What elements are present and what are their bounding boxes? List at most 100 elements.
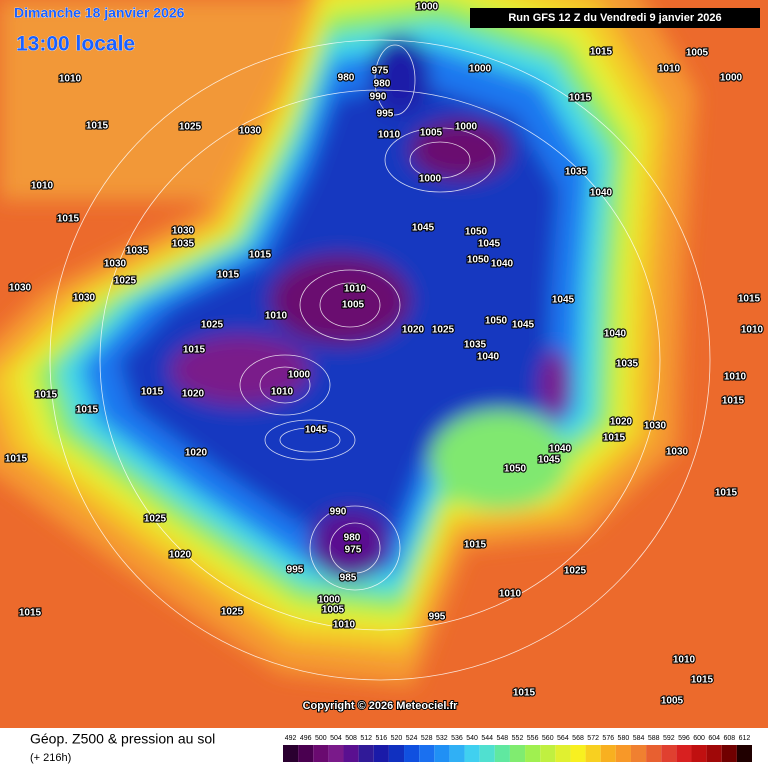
isobar-label: 1015	[19, 608, 42, 619]
scale-label: 584	[633, 735, 645, 742]
color-scale: 492 496 500 504 508 512 516 520 524 528 532 536 540 5…	[283, 735, 752, 762]
scale-swatch	[494, 745, 510, 762]
scale-swatch	[434, 745, 450, 762]
isobar-label: 1010	[378, 130, 401, 141]
scale-swatch	[736, 745, 752, 762]
isobar-label: 1035	[616, 359, 639, 370]
isobar-label: 995	[377, 109, 394, 120]
scale-swatch	[328, 745, 344, 762]
scale-label: 576	[602, 735, 614, 742]
isobar-label: 980	[338, 73, 355, 84]
isobar-label: 1010	[673, 655, 696, 666]
scale-swatch	[661, 745, 677, 762]
map-area: 1000101510101005100098097598099099510001…	[0, 0, 768, 728]
scale-swatch	[615, 745, 631, 762]
isobar-label: 1030	[9, 283, 32, 294]
isobar-label: 1030	[666, 447, 689, 458]
isobar-label: 1020	[610, 417, 633, 428]
scale-swatch	[313, 745, 329, 762]
scale-swatch	[358, 745, 374, 762]
scale-swatch	[600, 745, 616, 762]
run-box	[470, 8, 760, 28]
scale-label: 560	[542, 735, 554, 742]
isobar-label: 990	[330, 507, 347, 518]
scale-swatch	[525, 745, 541, 762]
scale-swatch	[509, 745, 526, 762]
scale-swatch	[419, 745, 435, 762]
isobar-label: 1015	[464, 540, 487, 551]
isobar-label: 1050	[467, 255, 490, 266]
scale-label: 600	[693, 735, 705, 742]
isobars	[49, 39, 711, 681]
scale-label: 504	[330, 735, 342, 742]
isobar-label: 1005	[322, 605, 345, 616]
isobar-label: 995	[429, 612, 446, 623]
isobar-label: 1025	[144, 514, 167, 525]
isobar-label: 1010	[265, 311, 288, 322]
isobar-label: 1040	[491, 259, 514, 270]
isobar-label: 1010	[344, 284, 367, 295]
isobar-label: 1015	[715, 488, 738, 499]
scale-label: 544	[481, 735, 493, 742]
scale-label: 512	[360, 735, 372, 742]
scale-label: 556	[527, 735, 539, 742]
isobar-label: 1015	[738, 294, 761, 305]
isobar-label: 1010	[741, 325, 764, 336]
isobar-label: 1025	[221, 607, 244, 618]
isobar-label: 1005	[686, 48, 709, 59]
isobar-label: 1000	[419, 174, 442, 185]
isobar-label: 1000	[455, 122, 478, 133]
isobar-label: 1040	[549, 444, 572, 455]
isobar-label: 975	[345, 545, 362, 556]
isobar-label: 1015	[57, 214, 80, 225]
scale-label: 588	[648, 735, 660, 742]
isobar-label: 1015	[569, 93, 592, 104]
isobar-label: 1010	[59, 74, 82, 85]
isobar-label: 1010	[31, 181, 54, 192]
isobar-label: 1045	[512, 320, 535, 331]
forecast-date: Dimanche 18 janvier 2026	[14, 5, 185, 21]
isobar-label: 1000	[720, 73, 743, 84]
scale-swatch	[343, 745, 359, 762]
copyright: Copyright © 2026 Meteociel.fr	[303, 700, 459, 712]
scale-label: 500	[315, 735, 327, 742]
scale-label: 552	[512, 735, 524, 742]
scale-label: 596	[678, 735, 690, 742]
scale-swatch	[388, 745, 405, 762]
isobar-label: 1000	[416, 2, 439, 13]
isobar-label: 1000	[288, 370, 311, 381]
legend-title: Géop. Z500 & pression au sol	[30, 731, 215, 747]
isobar-label: 1040	[477, 352, 500, 363]
isobar-label: 1020	[402, 325, 425, 336]
scale-label: 508	[345, 735, 357, 742]
isobar-label: 1020	[185, 448, 208, 459]
isobar-label: 1050	[465, 227, 488, 238]
isobar-label: 1035	[464, 340, 487, 351]
scale-swatch	[449, 745, 465, 762]
isobar-label: 1035	[565, 167, 588, 178]
scale-label: 524	[406, 735, 418, 742]
isobar-label: 1015	[5, 454, 28, 465]
isobar-label: 1040	[590, 188, 613, 199]
height-field	[0, 0, 697, 687]
isobar-label: 1015	[217, 270, 240, 281]
scale-swatch	[298, 745, 314, 762]
scale-swatch	[283, 745, 299, 762]
isobar-label: 1005	[420, 128, 443, 139]
isobar-label: 1020	[182, 389, 205, 400]
scale-label: 540	[466, 735, 478, 742]
scale-swatch	[585, 745, 601, 762]
isobar-label: 1015	[35, 390, 58, 401]
isobar-label: 1045	[538, 455, 561, 466]
isobar-label: 1025	[201, 320, 224, 331]
scale-label: 604	[708, 735, 720, 742]
isobar-label: 1050	[504, 464, 527, 475]
isobar-label: 1020	[169, 550, 192, 561]
isobar-label: 980	[344, 533, 361, 544]
isobar-label: 1010	[724, 372, 747, 383]
scale-label: 520	[391, 735, 403, 742]
isobar-label: 1030	[73, 293, 96, 304]
isobar-label: 975	[372, 66, 389, 77]
isobar-label: 1045	[305, 425, 328, 436]
isobar-label: 1000	[318, 595, 341, 606]
